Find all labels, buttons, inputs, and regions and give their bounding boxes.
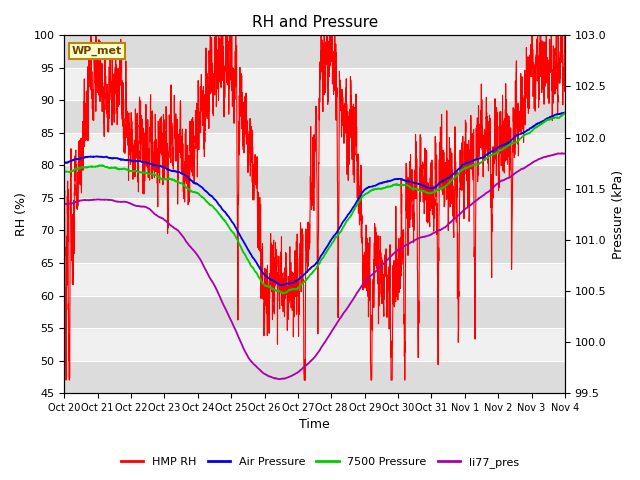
Y-axis label: Pressure (kPa): Pressure (kPa) [612, 169, 625, 259]
Y-axis label: RH (%): RH (%) [15, 192, 28, 236]
Bar [64, 296, 565, 328]
Bar [64, 100, 565, 133]
Bar [64, 230, 565, 263]
Text: WP_met: WP_met [72, 46, 122, 56]
Title: RH and Pressure: RH and Pressure [252, 15, 378, 30]
Bar [64, 36, 565, 68]
X-axis label: Time: Time [300, 419, 330, 432]
Bar [64, 166, 565, 198]
Legend: HMP RH, Air Pressure, 7500 Pressure, li77_pres: HMP RH, Air Pressure, 7500 Pressure, li7… [116, 452, 524, 472]
Bar [64, 360, 565, 393]
